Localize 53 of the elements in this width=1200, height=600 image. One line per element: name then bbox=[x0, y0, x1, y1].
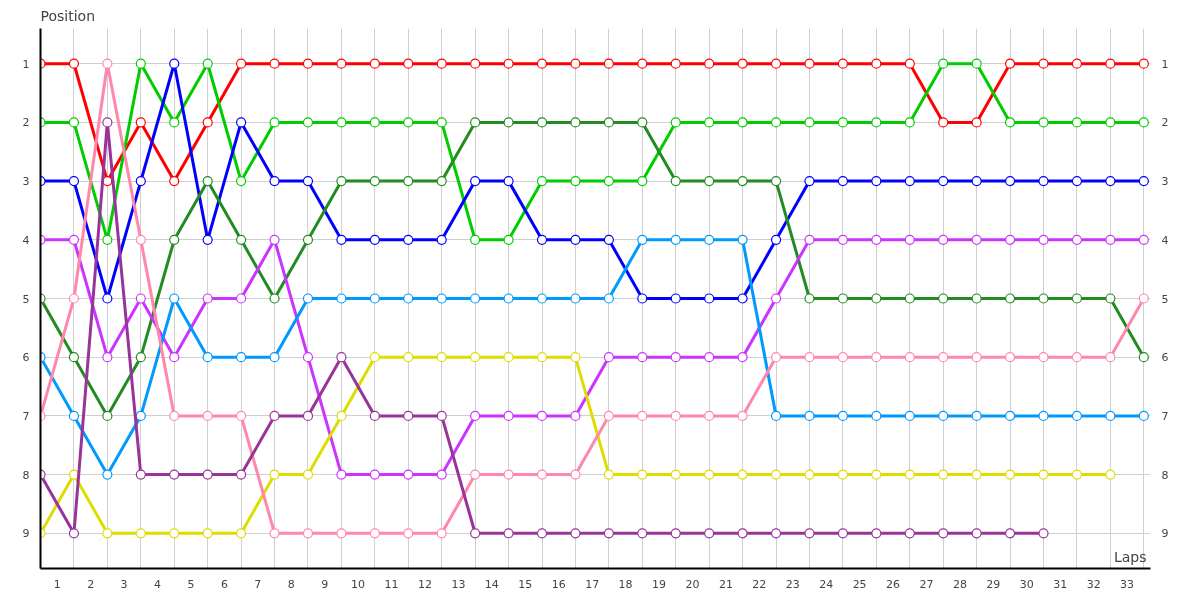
y-tick-label: 5 bbox=[22, 292, 30, 306]
x-tick-label: 23 bbox=[785, 577, 800, 591]
y-tick-label: 1 bbox=[22, 57, 30, 71]
x-tick-label: 2 bbox=[87, 577, 95, 591]
x-tick-label: 22 bbox=[752, 577, 767, 591]
x-tick-label: 27 bbox=[919, 577, 934, 591]
x-tick-label: 20 bbox=[685, 577, 700, 591]
y2-tick-label: 5 bbox=[1161, 292, 1169, 306]
x-tick-label: 1 bbox=[53, 577, 61, 591]
x-tick-label: 32 bbox=[1086, 577, 1101, 591]
y-tick-label: 4 bbox=[22, 233, 30, 247]
x-tick-label: 12 bbox=[417, 577, 432, 591]
x-tick-label: 15 bbox=[518, 577, 533, 591]
x-tick-label: 3 bbox=[120, 577, 128, 591]
x-tick-label: 18 bbox=[618, 577, 633, 591]
y2-tick-label: 4 bbox=[1161, 233, 1169, 247]
y-axis-title: Position bbox=[40, 7, 96, 24]
y2-tick-label: 9 bbox=[1161, 527, 1169, 541]
y-tick-label: 8 bbox=[22, 468, 30, 482]
y2-tick-label: 6 bbox=[1161, 351, 1169, 365]
x-tick-label: 19 bbox=[652, 577, 667, 591]
x-tick-label: 10 bbox=[351, 577, 366, 591]
y2-tick-label: 1 bbox=[1161, 57, 1169, 71]
y2-tick-label: 3 bbox=[1161, 175, 1169, 189]
x-tick-label: 28 bbox=[952, 577, 967, 591]
y-tick-label: 2 bbox=[22, 116, 30, 130]
x-tick-label: 17 bbox=[585, 577, 600, 591]
y-tick-label: 7 bbox=[22, 409, 30, 423]
x-tick-label: 25 bbox=[852, 577, 867, 591]
x-tick-label: 29 bbox=[986, 577, 1001, 591]
x-tick-label: 6 bbox=[220, 577, 228, 591]
x-tick-label: 26 bbox=[886, 577, 901, 591]
x-tick-label: 8 bbox=[287, 577, 295, 591]
x-tick-label: 24 bbox=[819, 577, 834, 591]
x-tick-label: 31 bbox=[1053, 577, 1068, 591]
x-tick-label: 33 bbox=[1120, 577, 1135, 591]
x-tick-label: 21 bbox=[718, 577, 733, 591]
x-tick-label: 30 bbox=[1019, 577, 1034, 591]
x-tick-label: 14 bbox=[484, 577, 499, 591]
x-tick-label: 9 bbox=[321, 577, 329, 591]
x-tick-label: 4 bbox=[154, 577, 162, 591]
y-tick-label: 9 bbox=[22, 527, 30, 541]
y2-tick-label: 7 bbox=[1161, 409, 1169, 423]
x-tick-label: 7 bbox=[254, 577, 262, 591]
y2-tick-label: 8 bbox=[1161, 468, 1169, 482]
y-tick-label: 3 bbox=[22, 175, 30, 189]
x-axis-title: Laps bbox=[1113, 548, 1147, 565]
x-tick-label: 16 bbox=[551, 577, 566, 591]
x-tick-label: 11 bbox=[384, 577, 399, 591]
x-tick-label: 13 bbox=[451, 577, 466, 591]
y-tick-label: 6 bbox=[22, 351, 30, 365]
y2-tick-label: 2 bbox=[1161, 116, 1169, 130]
x-tick-label: 5 bbox=[187, 577, 195, 591]
